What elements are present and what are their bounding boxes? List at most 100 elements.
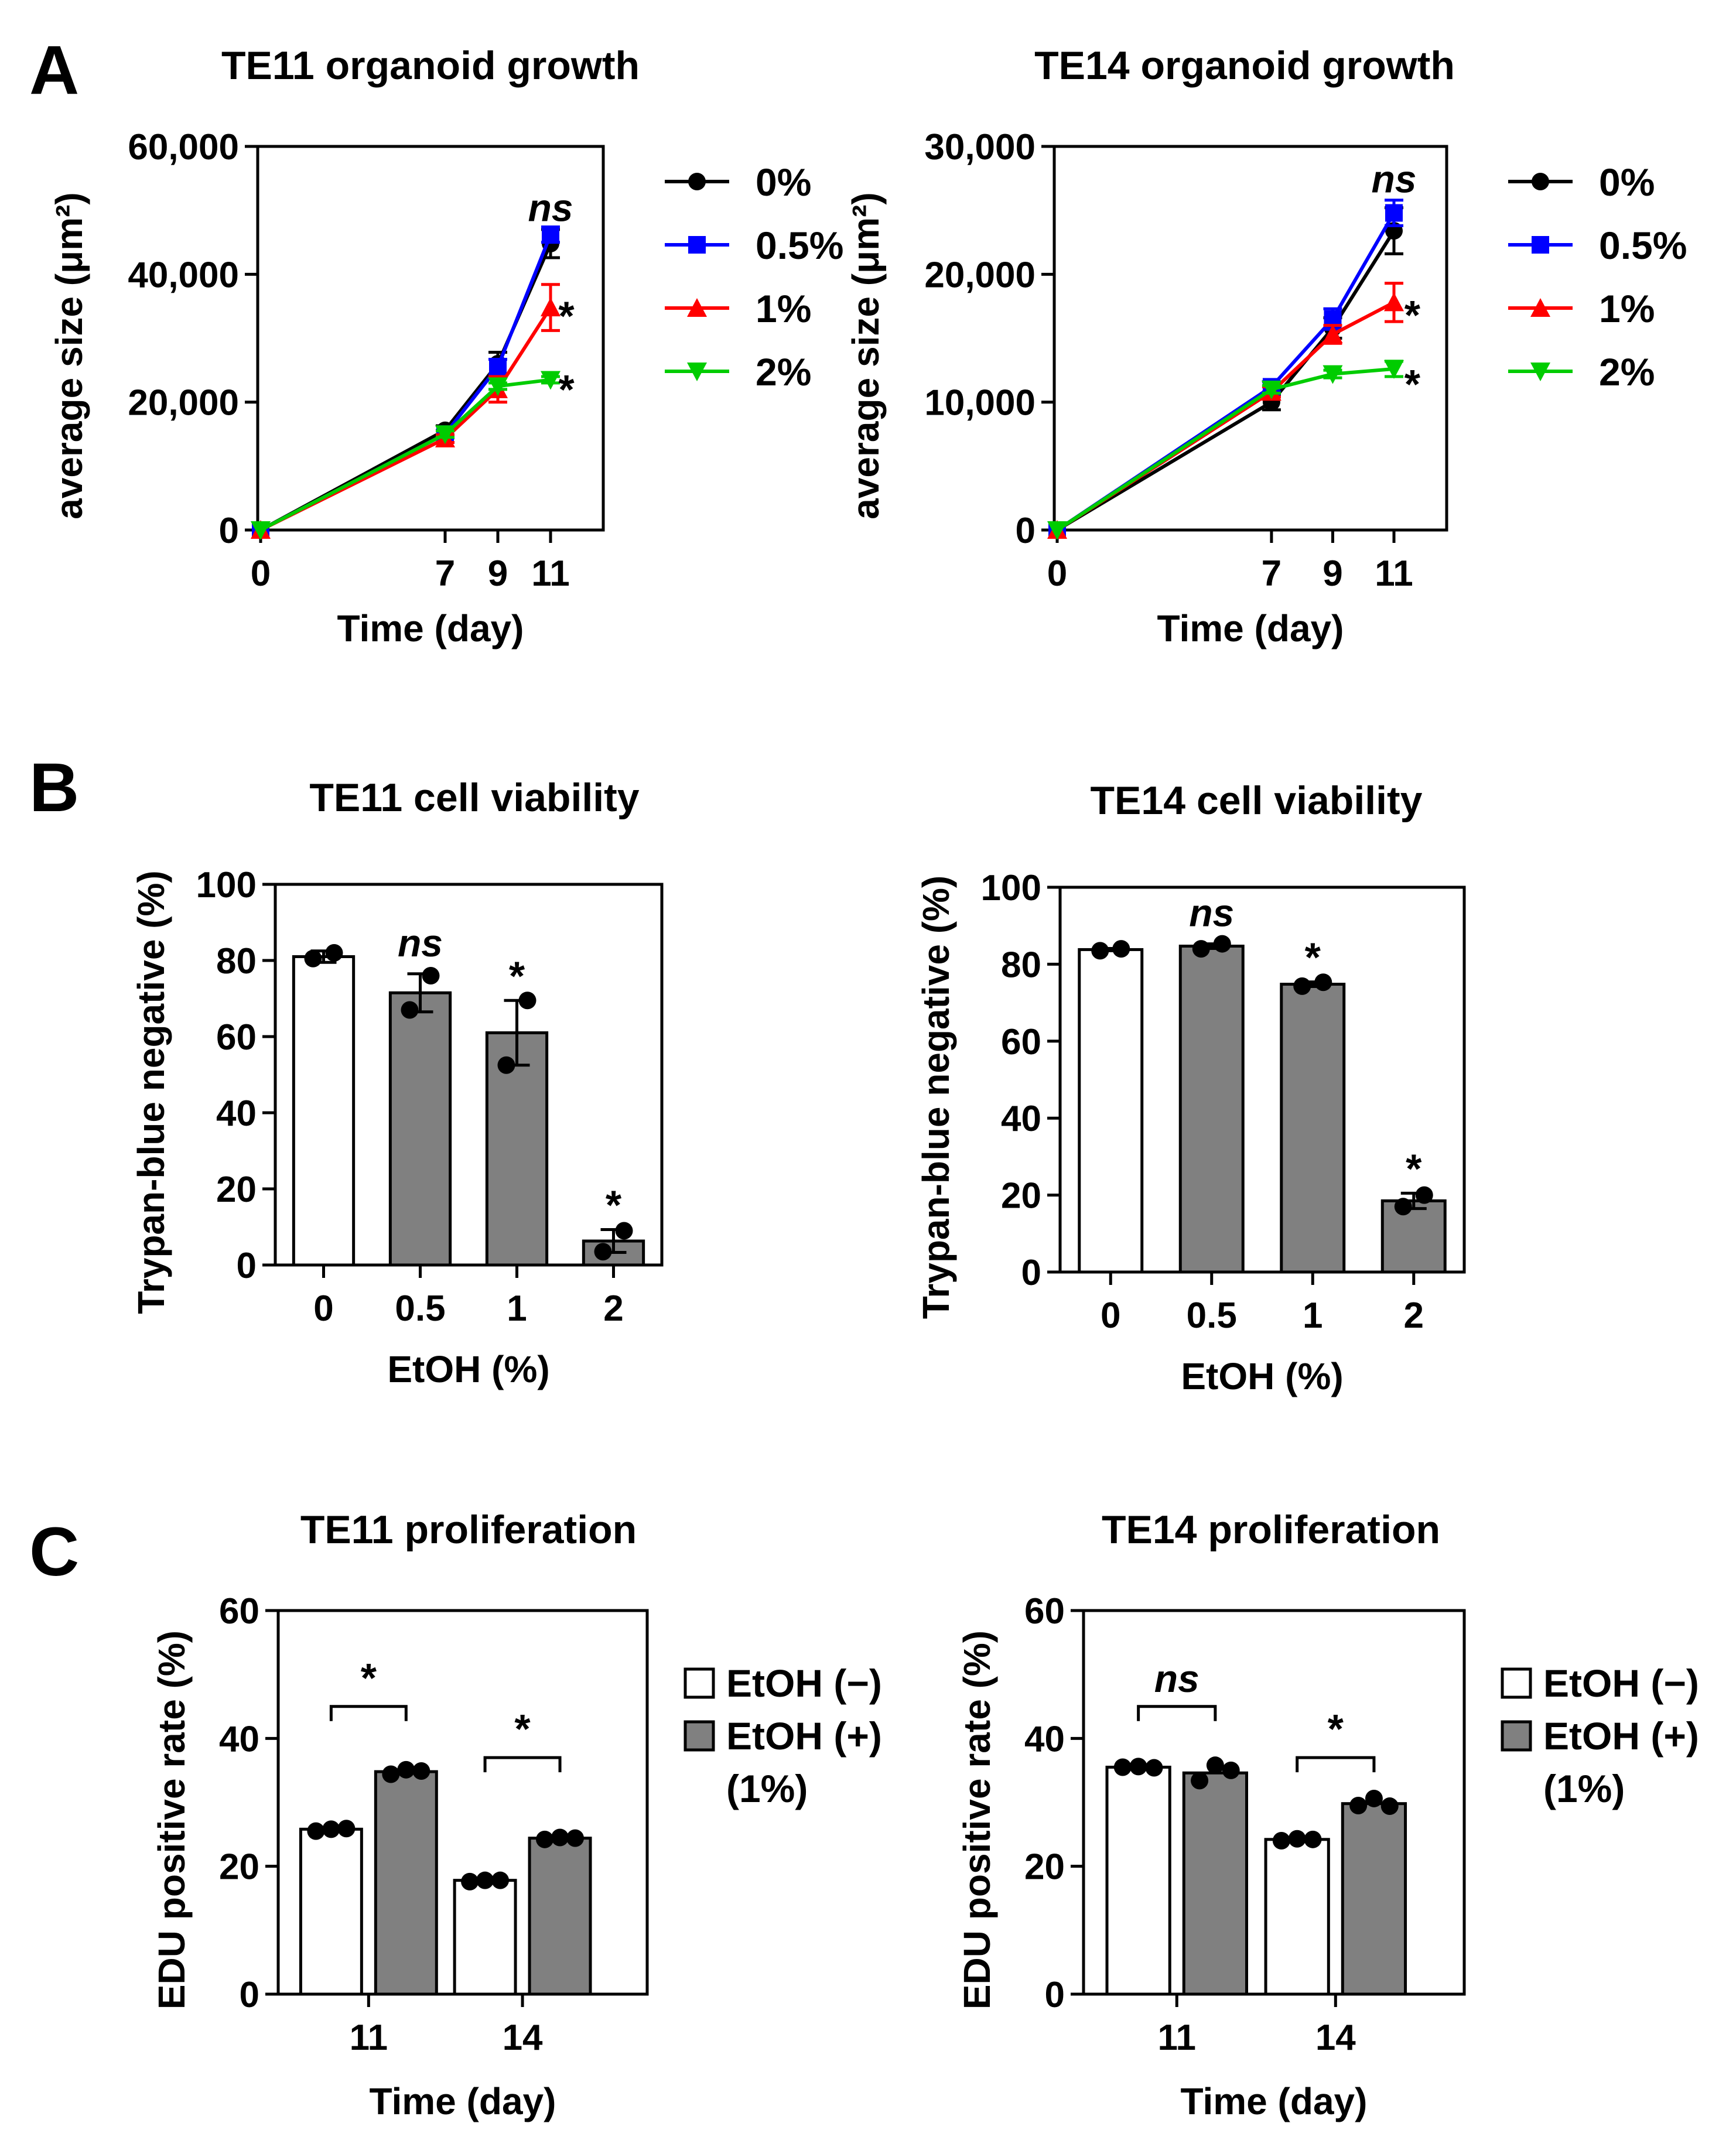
legend-swatch	[684, 1720, 715, 1752]
x-tick-label: 14	[1315, 2018, 1356, 2058]
data-point	[566, 1829, 585, 1847]
bar	[1341, 1802, 1407, 1996]
legend-label: 0.5%	[756, 224, 843, 267]
y-tick-label: 20,000	[924, 255, 1036, 295]
data-point	[1145, 1759, 1163, 1777]
data-point	[536, 1830, 554, 1848]
y-tick-label: 80	[1001, 945, 1041, 985]
bar	[388, 991, 452, 1267]
data-point	[304, 949, 322, 967]
data-point	[1272, 1832, 1290, 1849]
y-axis-label: average size (μm²)	[48, 192, 90, 519]
y-tick-label: 40	[219, 1719, 259, 1759]
legend-label: EtOH (+)	[1543, 1714, 1699, 1758]
y-tick-label: 60	[219, 1591, 259, 1632]
legend-marker	[1530, 298, 1550, 317]
bar	[1078, 948, 1144, 1274]
y-axis-label: Trypan-blue negative (%)	[915, 876, 957, 1319]
data-point	[325, 944, 343, 962]
significance-label: *	[514, 1706, 531, 1752]
bar	[453, 1879, 517, 1996]
panel-label-a: A	[29, 32, 79, 109]
data-point	[1415, 1186, 1433, 1204]
x-tick-label: 0.5	[1187, 1295, 1237, 1336]
legend-marker	[1532, 173, 1549, 190]
data-point	[461, 1872, 479, 1890]
significance-label: ns	[528, 186, 573, 230]
y-axis-label: EDU positive rate (%)	[151, 1630, 193, 2009]
chart-0: TE11 organoid growth 0 20,000 40,000 60,000 0…	[48, 43, 843, 649]
y-tick-label: 60	[216, 1017, 257, 1058]
data-point	[518, 992, 536, 1010]
x-axis-label: EtOH (%)	[1181, 1355, 1343, 1397]
chart-title: TE11 cell viability	[309, 775, 639, 820]
y-tick-label: 0	[240, 1975, 259, 2015]
data-point	[1192, 940, 1210, 958]
y-axis-label: Trypan-blue negative (%)	[130, 870, 172, 1314]
data-point	[1384, 360, 1404, 379]
x-tick-label: 14	[503, 2018, 543, 2058]
y-tick-label: 100	[981, 868, 1041, 908]
chart-4: TE11 proliferation 0 20 40 60 11 * 14 * Time (day…	[151, 1507, 882, 2122]
x-tick-label: 0.5	[395, 1288, 445, 1329]
data-point	[397, 1760, 415, 1779]
significance-label: *	[1305, 935, 1321, 980]
y-tick-label: 20	[1001, 1176, 1041, 1216]
data-point	[1385, 204, 1403, 222]
chart-title: TE11 proliferation	[300, 1507, 637, 1552]
x-tick-label: 2	[603, 1288, 623, 1329]
x-axis-label: EtOH (%)	[387, 1348, 549, 1390]
y-tick-label: 60	[1001, 1022, 1041, 1062]
y-tick-label: 30,000	[924, 127, 1036, 167]
significance-label: ns	[1189, 891, 1234, 935]
x-tick-label: 0	[251, 553, 271, 594]
data-point	[1322, 365, 1343, 384]
x-axis-label: Time (day)	[1157, 607, 1344, 649]
legend-label: (1%)	[726, 1767, 808, 1810]
legend-label: EtOH (+)	[726, 1714, 882, 1758]
x-axis-label: Time (day)	[1181, 2080, 1368, 2122]
legend-marker	[688, 236, 706, 254]
data-point	[1293, 977, 1311, 995]
data-point	[541, 298, 561, 317]
legend-label: EtOH (−)	[726, 1661, 882, 1705]
legend-label: (1%)	[1543, 1767, 1625, 1810]
x-tick-label: 0	[313, 1288, 333, 1329]
data-point	[476, 1871, 494, 1889]
series-line	[259, 306, 552, 532]
plot-frame	[1058, 886, 1466, 1274]
significance-label: *	[558, 367, 575, 412]
panel-label-b: B	[29, 749, 79, 826]
data-point	[251, 521, 271, 540]
x-tick-label: 0	[1047, 553, 1067, 594]
chart-2: TE11 cell viability 0 20 40 60 80 100 0 0.5 1 2 ns *…	[130, 775, 664, 1390]
bar	[1280, 983, 1346, 1274]
data-point	[1047, 521, 1067, 540]
y-tick-label: 20,000	[128, 383, 239, 423]
y-tick-label: 0	[1045, 1975, 1065, 2015]
significance-label: *	[606, 1182, 622, 1228]
data-point	[541, 371, 561, 390]
chart-title: TE11 organoid growth	[221, 43, 640, 88]
legend-marker	[687, 363, 707, 381]
data-point	[1349, 1796, 1368, 1814]
data-point	[1261, 380, 1282, 399]
data-point	[551, 1828, 569, 1847]
bar	[1264, 1838, 1330, 1996]
series-3	[251, 371, 561, 540]
legend-label: 0%	[756, 160, 811, 204]
y-tick-label: 0	[219, 511, 239, 551]
y-tick-label: 60,000	[128, 127, 239, 167]
x-tick-label: 11	[531, 553, 570, 594]
data-point	[337, 1820, 356, 1838]
data-point	[1112, 940, 1130, 958]
legend-marker	[688, 173, 706, 190]
legend-marker	[1532, 236, 1549, 254]
data-point	[1394, 1198, 1412, 1216]
data-point	[1113, 1758, 1132, 1776]
x-tick-label: 7	[435, 553, 455, 594]
y-tick-label: 20	[219, 1847, 259, 1888]
chart-title: TE14 proliferation	[1102, 1507, 1440, 1552]
y-tick-label: 20	[216, 1170, 257, 1210]
data-point	[489, 358, 507, 376]
